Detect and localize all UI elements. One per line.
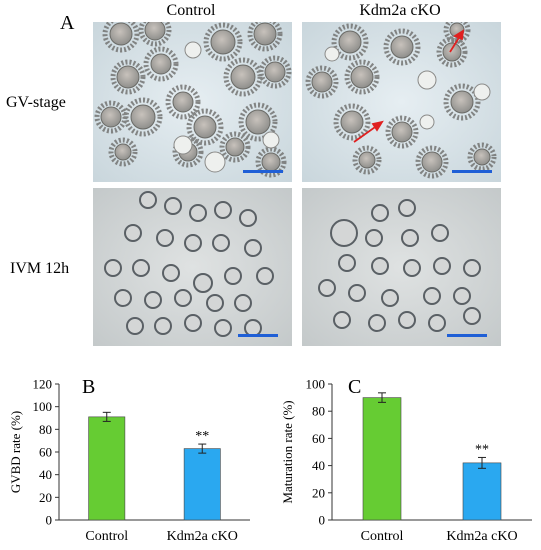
- bar: [462, 462, 502, 521]
- y-tick-label: 40: [312, 458, 325, 473]
- panel-b-letter: B: [82, 376, 96, 398]
- y-axis-label: Maturation rate (%): [280, 400, 295, 503]
- y-tick-label: 60: [312, 431, 325, 446]
- y-tick-label: 80: [39, 422, 52, 437]
- x-tick-label: Kdm2a cKO: [446, 529, 517, 544]
- panel-a-letter: A: [60, 12, 75, 34]
- bar: [362, 397, 402, 521]
- significance-label: **: [475, 442, 489, 457]
- significance-label: **: [195, 429, 209, 444]
- y-tick-label: 20: [312, 485, 325, 500]
- y-tick-label: 0: [46, 513, 53, 528]
- micrograph-ivm-control: [93, 188, 292, 346]
- y-tick-label: 0: [319, 513, 326, 528]
- row-label-gv-stage: GV-stage: [6, 94, 66, 111]
- micrograph-gv-cko: [302, 22, 501, 182]
- x-tick-label: Kdm2a cKO: [167, 529, 238, 544]
- y-tick-label: 80: [312, 404, 325, 419]
- bar: [183, 448, 221, 521]
- x-tick-label: Control: [85, 529, 128, 544]
- y-tick-label: 60: [39, 445, 52, 460]
- scale-bar: [447, 334, 487, 337]
- column-label-control: Control: [166, 2, 216, 19]
- micrograph-gv-control: [93, 22, 292, 182]
- scale-bar: [243, 170, 283, 173]
- y-axis-label: GVBD rate (%): [8, 411, 23, 493]
- y-tick-label: 100: [33, 399, 53, 414]
- chart-maturation-rate: 0 20 40 60 80 100 Maturation rate (%) Control **…: [280, 377, 532, 544]
- bar: [88, 416, 126, 521]
- y-tick-label: 20: [39, 490, 52, 505]
- scale-bar: [238, 334, 278, 337]
- panel-c-letter: C: [348, 376, 362, 398]
- x-tick-label: Control: [361, 529, 404, 544]
- row-label-ivm-12h: IVM 12h: [10, 260, 70, 277]
- column-label-kdm2a-cko: Kdm2a cKO: [359, 2, 441, 19]
- y-tick-label: 100: [306, 377, 326, 392]
- y-tick-label: 40: [39, 467, 52, 482]
- y-tick-label: 120: [33, 377, 53, 392]
- chart-gvbd-rate: 0 20 40 60 80 100 120 GVBD rate (%) Control ** Kdm…: [8, 377, 250, 544]
- scale-bar: [452, 170, 492, 173]
- micrograph-ivm-cko: [302, 188, 501, 346]
